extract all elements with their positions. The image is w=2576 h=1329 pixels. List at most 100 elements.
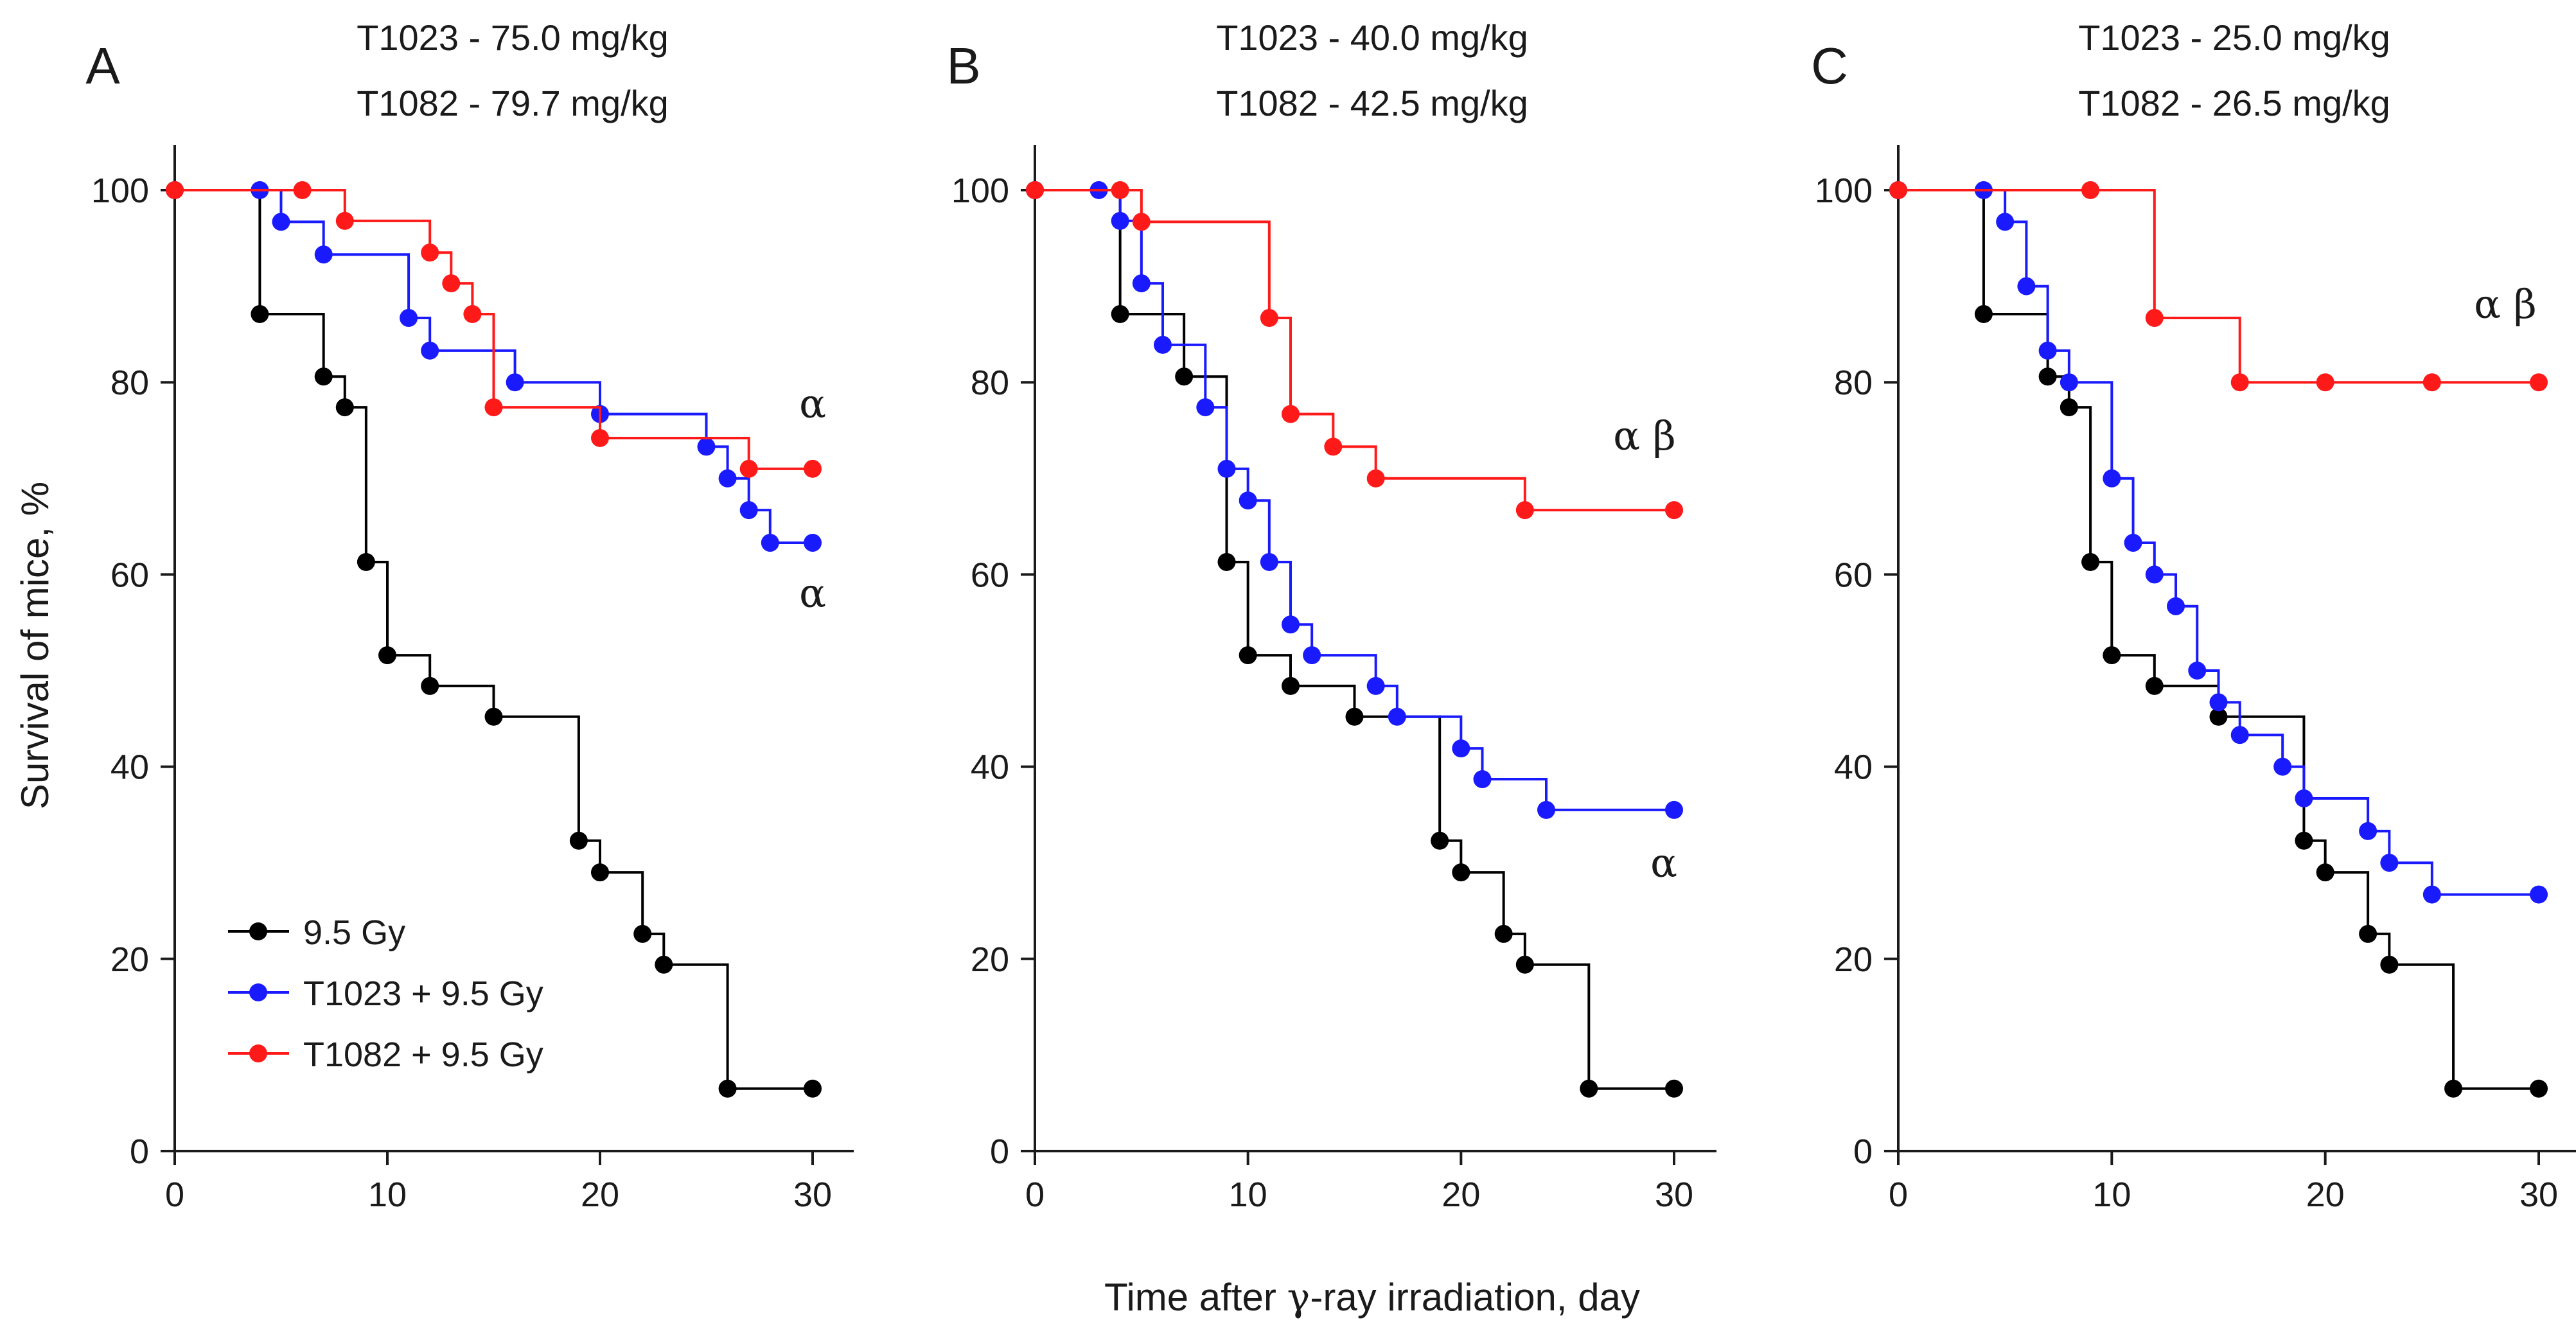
- data-point: [2103, 646, 2121, 665]
- data-point: [2380, 854, 2399, 872]
- x-axis-title: Time after γ-ray irradiation, day: [1104, 1275, 1640, 1320]
- data-point: [1431, 831, 1449, 850]
- data-point: [484, 707, 503, 726]
- legend-marker: [249, 1044, 267, 1062]
- panel-title-line-2: T1082 - 42.5 mg/kg: [1216, 83, 1528, 123]
- data-point: [655, 955, 673, 974]
- legend-entry: 9.5 Gy: [228, 913, 405, 952]
- data-point: [2060, 373, 2078, 392]
- y-tick-label: 60: [110, 556, 149, 594]
- significance-annotation: α: [799, 570, 826, 617]
- legend-label: T1023 + 9.5 Gy: [303, 974, 543, 1013]
- y-tick-label: 20: [1834, 940, 1873, 979]
- data-point: [1111, 304, 1129, 323]
- data-point: [697, 437, 716, 456]
- data-point: [1473, 770, 1492, 789]
- data-point: [1260, 308, 1278, 327]
- data-point: [335, 211, 354, 230]
- data-point: [1303, 646, 1321, 665]
- x-tick-label: 10: [368, 1175, 407, 1214]
- y-tick-label: 100: [1815, 172, 1873, 210]
- x-axis-title-part: γ: [1287, 1275, 1310, 1320]
- data-point: [1580, 1079, 1598, 1098]
- data-point: [1260, 552, 1278, 571]
- x-tick-label: 0: [1025, 1175, 1045, 1214]
- data-point: [1239, 491, 1257, 510]
- data-point: [2295, 831, 2313, 850]
- y-tick-label: 80: [1834, 364, 1873, 402]
- data-point: [1494, 924, 1513, 943]
- panel-title-line-1: T1023 - 75.0 mg/kg: [357, 17, 669, 58]
- data-point: [1282, 615, 1300, 634]
- data-point: [2380, 955, 2399, 974]
- data-point: [421, 341, 439, 360]
- data-point: [2103, 469, 2121, 488]
- data-point: [2422, 373, 2441, 392]
- series-line: [1898, 189, 2539, 1090]
- data-point: [293, 181, 312, 199]
- y-tick-label: 0: [130, 1132, 149, 1171]
- data-point: [2316, 863, 2334, 882]
- x-tick-label: 20: [1442, 1175, 1480, 1214]
- y-tick-label: 100: [91, 172, 149, 210]
- y-tick-label: 20: [110, 940, 149, 979]
- data-point: [804, 459, 822, 478]
- y-tick-label: 100: [951, 172, 1009, 210]
- y-tick-label: 0: [1853, 1132, 1873, 1171]
- data-point: [1132, 274, 1151, 293]
- data-point: [1974, 304, 1993, 323]
- legend-marker: [249, 983, 267, 1001]
- data-point: [314, 245, 333, 264]
- panel-letter: B: [946, 37, 980, 94]
- x-axis-title-part: -ray irradiation, day: [1310, 1276, 1640, 1319]
- panel-a: A T1023 - 75.0 mg/kg T1082 - 79.7 mg/kg 0 20…: [85, 17, 854, 1214]
- x-tick-label: 30: [1655, 1175, 1693, 1214]
- data-point: [2359, 924, 2378, 943]
- y-tick-label: 40: [971, 748, 1009, 787]
- series-t1082-9-5-gy: [1889, 181, 2548, 392]
- data-point: [2359, 822, 2378, 840]
- x-axis-title-part: Time after: [1104, 1276, 1287, 1319]
- data-point: [761, 534, 779, 552]
- data-point: [2038, 341, 2057, 360]
- legend-entry: T1023 + 9.5 Gy: [228, 974, 543, 1013]
- legend-label: T1082 + 9.5 Gy: [303, 1035, 543, 1074]
- data-point: [442, 274, 461, 293]
- panel-letter: C: [1811, 37, 1848, 94]
- y-tick-label: 80: [110, 364, 149, 402]
- data-point: [2038, 367, 2057, 386]
- data-point: [272, 213, 290, 231]
- significance-annotation: α: [799, 380, 826, 427]
- data-point: [357, 552, 375, 571]
- series-9-5-gy: [1026, 181, 1683, 1098]
- data-point: [633, 924, 652, 943]
- series-t1082-9-5-gy: [166, 181, 822, 478]
- data-point: [1366, 676, 1385, 695]
- data-point: [1537, 800, 1555, 819]
- data-point: [1366, 469, 1385, 488]
- y-tick-label: 40: [1834, 748, 1873, 787]
- series-line: [1035, 189, 1674, 512]
- x-tick-label: 20: [2306, 1175, 2345, 1214]
- data-point: [2530, 885, 2548, 904]
- data-point: [2422, 885, 2441, 904]
- data-point: [1665, 800, 1683, 819]
- y-tick-label: 80: [971, 364, 1009, 402]
- data-point: [739, 459, 758, 478]
- y-tick-label: 40: [110, 748, 149, 787]
- data-point: [2530, 1079, 2548, 1098]
- x-tick-label: 10: [2092, 1175, 2131, 1214]
- data-point: [2230, 373, 2249, 392]
- data-point: [1111, 181, 1129, 199]
- data-point: [2124, 534, 2142, 552]
- data-point: [1996, 213, 2015, 231]
- data-point: [2188, 662, 2207, 680]
- data-point: [2209, 693, 2228, 712]
- data-point: [2145, 676, 2164, 695]
- data-point: [1175, 367, 1194, 386]
- significance-annotation: α β: [2474, 281, 2536, 328]
- data-point: [506, 373, 524, 392]
- x-tick-label: 30: [2519, 1175, 2558, 1214]
- data-point: [484, 398, 503, 417]
